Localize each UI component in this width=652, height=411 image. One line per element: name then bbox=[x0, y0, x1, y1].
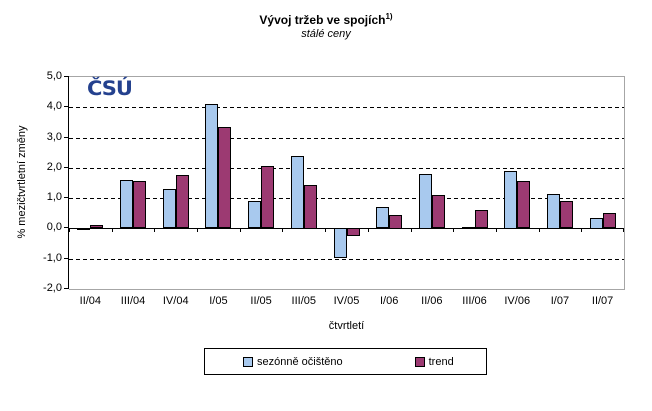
bar-seasonal-IV/05 bbox=[334, 228, 347, 258]
legend: sezónně očištěno trend bbox=[204, 348, 487, 375]
bar-trend-II/05 bbox=[261, 166, 274, 228]
bar-seasonal-II/05 bbox=[248, 201, 261, 228]
y-tick-label: 2,0 bbox=[46, 161, 62, 173]
x-axis-tick bbox=[282, 228, 283, 232]
x-axis-tick bbox=[581, 228, 582, 232]
bar-trend-I/07 bbox=[560, 201, 573, 228]
x-tick-label: IV/04 bbox=[162, 295, 189, 307]
x-tick-label: II/06 bbox=[421, 295, 443, 307]
y-tick-label: -2,0 bbox=[43, 282, 62, 294]
legend-swatch-trend bbox=[414, 356, 425, 367]
legend-item-trend: trend bbox=[414, 355, 454, 368]
chart-title-text: Vývoj tržeb ve spojích bbox=[259, 13, 386, 27]
x-axis-tick bbox=[325, 228, 326, 232]
bar-seasonal-IV/06 bbox=[504, 171, 517, 229]
bar-trend-I/05 bbox=[218, 127, 231, 228]
bar-trend-II/04 bbox=[90, 225, 103, 228]
bar-trend-III/06 bbox=[475, 210, 488, 228]
legend-label-seasonally-adjusted: sezónně očištěno bbox=[257, 355, 343, 368]
x-axis-tick-labels: II/04 III/04 IV/04 I/05 II/05 III/05 IV/05 I/06… bbox=[69, 295, 624, 307]
y-axis-tick bbox=[64, 197, 69, 198]
x-axis-tick bbox=[154, 228, 155, 232]
x-axis-tick bbox=[411, 228, 412, 232]
bar-trend-IV/05 bbox=[347, 228, 360, 236]
x-axis-tick bbox=[197, 228, 198, 232]
y-axis-tick bbox=[64, 106, 69, 107]
x-tick-label: IV/05 bbox=[333, 295, 360, 307]
gridline bbox=[69, 259, 624, 260]
bar-seasonal-II/06 bbox=[419, 174, 432, 229]
zero-line bbox=[69, 228, 624, 229]
bar-seasonal-I/06 bbox=[376, 207, 389, 228]
chart-title-footnote-marker: 1) bbox=[385, 12, 393, 21]
gridline bbox=[69, 168, 624, 169]
y-axis-tick bbox=[64, 76, 69, 77]
bar-trend-IV/06 bbox=[517, 181, 530, 228]
x-tick-label: I/07 bbox=[550, 295, 570, 307]
y-tick-label: 1,0 bbox=[46, 191, 62, 203]
bar-trend-IV/04 bbox=[176, 175, 189, 228]
y-axis-tick bbox=[64, 167, 69, 168]
bar-trend-II/06 bbox=[432, 195, 445, 228]
x-tick-label: IV/06 bbox=[504, 295, 531, 307]
bar-seasonal-I/05 bbox=[205, 104, 218, 228]
chart-title: Vývoj tržeb ve spojích1) bbox=[0, 12, 652, 27]
bar-seasonal-III/05 bbox=[291, 156, 304, 229]
x-axis-tick bbox=[496, 228, 497, 232]
y-axis-tick bbox=[64, 288, 69, 289]
y-tick-label: 5,0 bbox=[46, 70, 62, 82]
csu-logo: ČSÚ bbox=[87, 77, 133, 100]
x-axis-tick bbox=[539, 228, 540, 232]
chart-subtitle: stálé ceny bbox=[301, 28, 351, 40]
y-tick-label: 3,0 bbox=[46, 131, 62, 143]
x-tick-label: III/05 bbox=[291, 295, 317, 307]
x-axis-tick bbox=[240, 228, 241, 232]
y-axis-tick bbox=[64, 258, 69, 259]
x-tick-label: II/04 bbox=[79, 295, 102, 307]
x-tick-label: I/06 bbox=[379, 295, 399, 307]
x-tick-label: II/05 bbox=[250, 295, 272, 307]
gridline bbox=[69, 107, 624, 108]
bar-trend-II/07 bbox=[603, 213, 616, 228]
x-tick-label: I/05 bbox=[209, 295, 228, 307]
legend-item-seasonally-adjusted: sezónně očištěno bbox=[243, 356, 343, 368]
bar-seasonal-I/07 bbox=[547, 194, 560, 229]
y-axis-tick bbox=[64, 137, 69, 138]
x-tick-label: II/07 bbox=[591, 295, 614, 307]
y-axis-tick bbox=[64, 227, 69, 228]
x-axis-tick bbox=[453, 228, 454, 232]
bar-trend-I/06 bbox=[389, 215, 402, 229]
bar-seasonal-IV/04 bbox=[163, 189, 176, 228]
y-axis-line bbox=[68, 76, 69, 289]
x-axis-title: čtvrtletí bbox=[328, 320, 365, 332]
bar-trend-III/04 bbox=[133, 181, 146, 228]
y-tick-label: 0,0 bbox=[46, 221, 62, 233]
x-axis-tick bbox=[69, 228, 70, 232]
x-tick-label: III/04 bbox=[120, 295, 146, 307]
plot-area bbox=[69, 76, 625, 290]
x-tick-label: III/06 bbox=[462, 295, 487, 307]
bar-trend-III/05 bbox=[304, 185, 317, 229]
legend-label-trend: trend bbox=[428, 355, 454, 368]
bar-seasonal-III/04 bbox=[120, 180, 133, 228]
x-axis-tick bbox=[112, 228, 113, 232]
x-axis-tick bbox=[368, 228, 369, 232]
x-axis-tick bbox=[623, 228, 624, 232]
gridline bbox=[69, 198, 624, 199]
legend-swatch-seasonally-adjusted bbox=[243, 356, 253, 367]
gridline bbox=[69, 138, 624, 139]
y-tick-label: 4,0 bbox=[46, 100, 62, 112]
y-tick-label: -1,0 bbox=[43, 252, 62, 264]
